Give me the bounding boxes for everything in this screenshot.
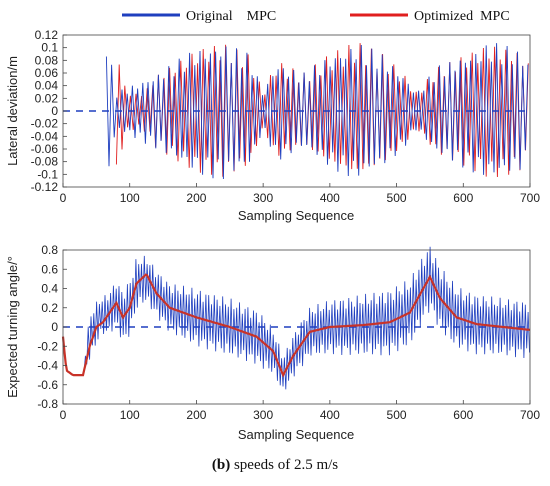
top-series-optimized-line [115,43,529,178]
caption-text: speeds of 2.5 m/s [230,457,339,473]
top-x-tick-label: 300 [253,191,273,205]
top-axes: 0 100 200 300 400 500 600 7000.120.10.080.060.0… [31,28,541,205]
top-y-tick-label: 0.02 [35,91,59,105]
legend-label-optimized: Optimized MPC [414,9,510,24]
top-x-tick-label: 0 [60,191,67,205]
bottom-x-tick-label: 0 [60,408,67,422]
top-series-group [63,43,530,180]
legend-label-original: Original MPC [186,9,276,24]
top-x-tick-label: 500 [387,191,407,205]
plot-area-top [63,35,530,187]
bottom-y-tick-label: -0.6 [37,378,58,392]
top-y-tick-label: 0.12 [35,28,59,42]
top-x-tick-label: 200 [186,191,206,205]
bottom-y-tick-label: -0.2 [37,339,58,353]
bottom-series-optimized-line [61,273,531,378]
top-y-tick-label: 0.08 [35,53,59,67]
bottom-y-tick-label: 0.6 [41,262,58,276]
bottom-y-axis-label: Expected turning angle/° [5,256,20,398]
caption-letter: (b) [211,457,231,473]
bottom-x-tick-label: 600 [453,408,473,422]
top-y-tick-label: -0.12 [31,180,59,194]
top-y-axis-label: Lateral deviation/m [5,56,20,166]
figure-caption: (b) speeds of 2.5 m/s [0,457,550,474]
bottom-y-tick-label: 0.8 [41,243,58,257]
chart-lateral-deviation: 0 100 200 300 400 500 600 7000.120.10.080.060.0… [5,28,540,223]
top-y-tick-label: 0.06 [35,66,59,80]
chart-expected-turning-angle: 0 100 200 300 400 500 600 700 0.8 0.6 0.4 0.2 0 -0.2 -… [5,243,540,442]
top-y-tick-label: 0.04 [35,79,59,93]
bottom-series-group [61,246,531,390]
bottom-y-tick-label: 0.2 [41,301,58,315]
bottom-x-tick-label: 300 [253,408,273,422]
bottom-x-tick-label: 200 [186,408,206,422]
top-x-tick-label: 600 [453,191,473,205]
bottom-x-tick-label: 400 [320,408,340,422]
bottom-y-tick-label: -0.4 [37,359,58,373]
top-y-tick-label: -0.1 [37,167,58,181]
bottom-x-tick-label: 700 [520,408,540,422]
bottom-x-axis-label: Sampling Sequence [238,427,354,442]
top-x-tick-label: 100 [120,191,140,205]
top-y-tick-label: -0.02 [31,117,59,131]
bottom-y-tick-label: -0.8 [37,397,58,411]
top-x-tick-label: 400 [320,191,340,205]
bottom-x-tick-label: 100 [120,408,140,422]
top-y-tick-label: -0.04 [31,129,59,143]
top-x-axis-label: Sampling Sequence [238,208,354,223]
legend: Original MPC Optimized MPC [122,9,510,24]
top-y-tick-label: -0.08 [31,155,59,169]
top-y-tick-label: 0.1 [41,41,58,55]
bottom-y-tick-label: 0 [51,320,58,334]
top-y-tick-label: 0 [51,104,58,118]
top-y-tick-label: -0.06 [31,142,59,156]
bottom-y-tick-label: 0.4 [41,282,58,296]
top-x-tick-label: 700 [520,191,540,205]
top-series-original-line [105,43,529,180]
bottom-x-tick-label: 500 [387,408,407,422]
bottom-axes: 0 100 200 300 400 500 600 700 0.8 0.6 0.4 0.2 0 -0.2 -… [37,243,540,422]
